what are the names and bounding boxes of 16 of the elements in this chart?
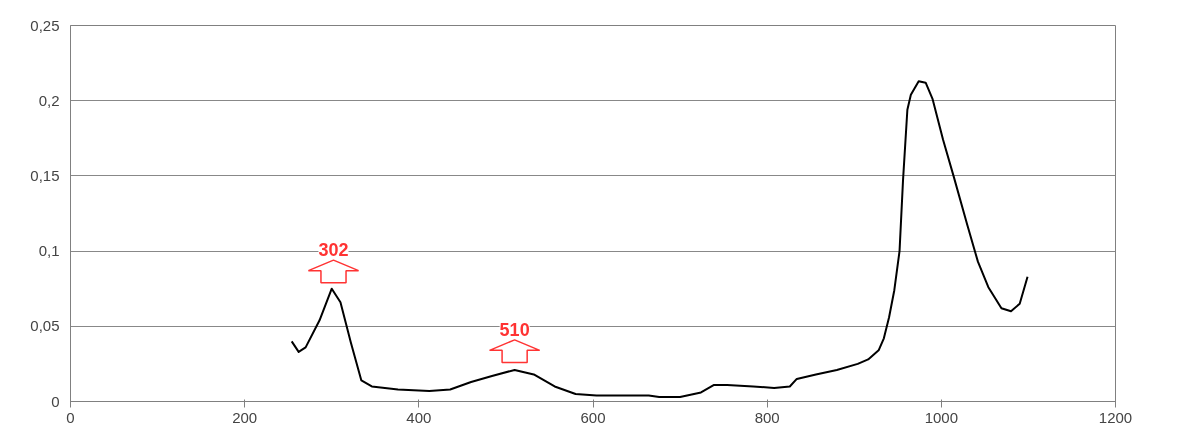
- x-tick-label: 0: [66, 408, 75, 426]
- y-tick-label: 0: [51, 392, 60, 410]
- y-tick-label: 0,05: [30, 317, 60, 335]
- annotation: 510: [499, 320, 530, 341]
- x-tick-label: 800: [754, 408, 780, 426]
- x-tick-label: 1000: [924, 408, 959, 426]
- y-tick-label: 0,2: [38, 91, 60, 109]
- annotation: 302: [318, 240, 349, 261]
- line-series: [290, 80, 1029, 398]
- y-tick-label: 0,15: [30, 166, 60, 184]
- y-tick-label: 0,25: [30, 16, 60, 34]
- x-tick-label: 200: [232, 408, 258, 426]
- x-tick-label: 400: [406, 408, 432, 426]
- x-tick-label: 1200: [1098, 408, 1133, 426]
- y-tick-label: 0,1: [38, 242, 60, 260]
- x-tick-label: 600: [580, 408, 606, 426]
